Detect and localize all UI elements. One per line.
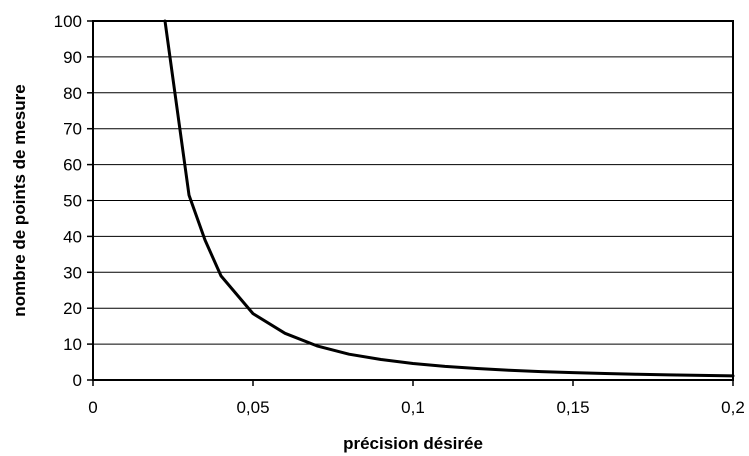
y-tick-label-5: 50 bbox=[63, 192, 82, 211]
y-tick-label-2: 20 bbox=[63, 299, 82, 318]
x-tick-label-2: 0,1 bbox=[401, 398, 425, 417]
y-tick-label-10: 100 bbox=[54, 12, 82, 31]
grid-lines bbox=[93, 56, 733, 345]
x-tick-label-4: 0,2 bbox=[721, 398, 745, 417]
x-axis-label: précision désirée bbox=[343, 434, 483, 453]
x-tick-label-3: 0,15 bbox=[556, 398, 589, 417]
y-tick-label-3: 30 bbox=[63, 263, 82, 282]
y-tick-label-4: 40 bbox=[63, 227, 82, 246]
series-line-0 bbox=[163, 19, 735, 378]
x-tick-label-1: 0,05 bbox=[236, 398, 269, 417]
y-tick-label-8: 80 bbox=[63, 84, 82, 103]
y-tick-label-6: 60 bbox=[63, 156, 82, 175]
x-tick-label-0: 0 bbox=[88, 398, 97, 417]
y-axis-label: nombre de points de mesure bbox=[10, 84, 29, 316]
y-tick-label-7: 70 bbox=[63, 120, 82, 139]
x-axis-ticks: 0 0,05 0,1 0,15 0,2 bbox=[88, 380, 745, 417]
series-group bbox=[163, 19, 735, 378]
y-tick-label-0: 0 bbox=[73, 371, 82, 390]
y-axis-ticks: 0 10 20 30 40 50 60 70 80 90 100 bbox=[54, 12, 93, 390]
y-tick-label-9: 90 bbox=[63, 48, 82, 67]
y-tick-label-1: 10 bbox=[63, 335, 82, 354]
